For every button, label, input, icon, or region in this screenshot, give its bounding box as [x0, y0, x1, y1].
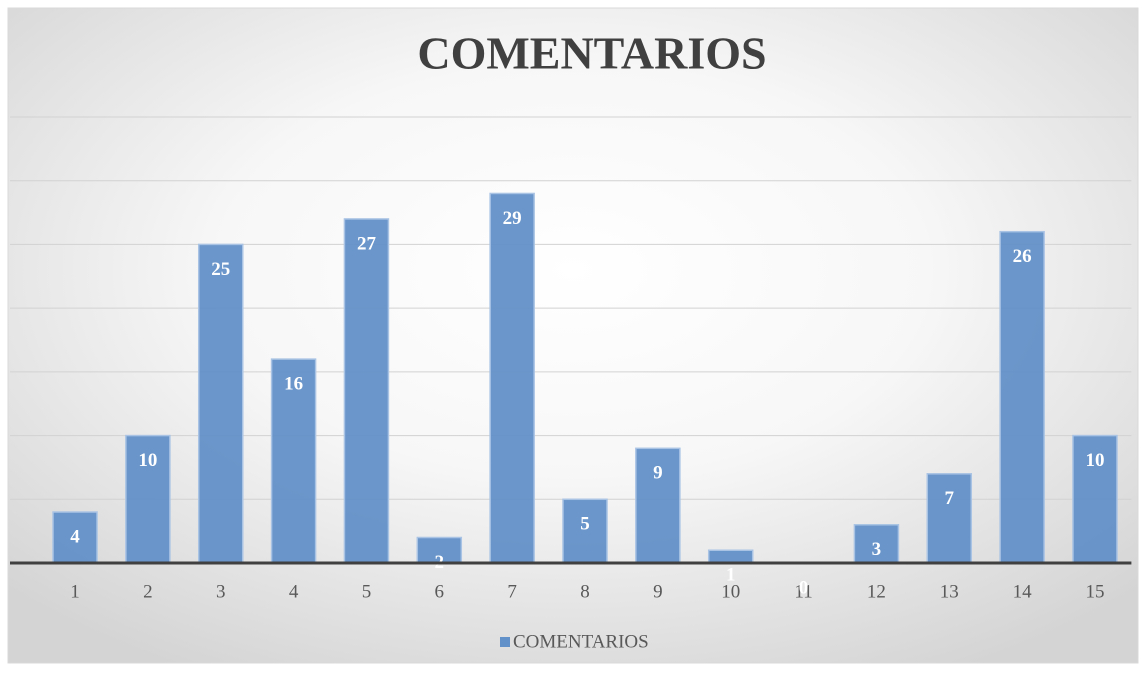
- bar: [270, 358, 317, 564]
- x-tick-label: 4: [289, 581, 299, 602]
- x-tick-label: 6: [435, 581, 445, 602]
- bar: [416, 536, 463, 564]
- data-label: 10: [138, 450, 157, 471]
- bar: [707, 549, 754, 564]
- bar: [343, 218, 390, 564]
- chart-title: COMENTARIOS: [417, 28, 766, 79]
- x-tick-label: 9: [653, 581, 663, 602]
- data-label: 9: [653, 463, 663, 484]
- data-label: 26: [1013, 246, 1032, 267]
- x-tick-label: 11: [794, 581, 812, 602]
- x-tick-label: 5: [362, 581, 372, 602]
- bar: [999, 230, 1045, 564]
- data-label: 1: [726, 565, 736, 586]
- x-tick-label: 8: [580, 581, 590, 602]
- x-tick-label: 12: [867, 581, 886, 602]
- bar: [489, 192, 535, 564]
- x-tick-label: 2: [143, 581, 153, 602]
- x-tick-label: 15: [1085, 581, 1104, 602]
- bar: [853, 524, 900, 564]
- legend-label: COMENTARIOS: [513, 631, 649, 652]
- data-label: 3: [872, 539, 882, 560]
- data-label: 4: [70, 526, 80, 547]
- data-label: 5: [580, 514, 590, 535]
- x-tick-label: 7: [507, 581, 517, 602]
- x-tick-label: 1: [70, 581, 80, 602]
- data-label: 27: [357, 233, 377, 254]
- bar: [125, 434, 171, 564]
- x-tick-label: 13: [940, 581, 959, 602]
- data-label: 0: [799, 577, 809, 598]
- bar: [562, 498, 608, 564]
- bar: [52, 511, 98, 564]
- data-label: 7: [945, 488, 955, 509]
- data-label: 10: [1085, 450, 1104, 471]
- x-tick-label: 14: [1013, 581, 1033, 602]
- data-label: 25: [211, 259, 230, 280]
- bar: [635, 447, 681, 564]
- chart-background: [7, 7, 1139, 664]
- x-tick-label: 10: [721, 581, 740, 602]
- legend-swatch: [500, 637, 510, 647]
- x-tick-label: 3: [216, 581, 226, 602]
- bar: [197, 243, 244, 564]
- data-label: 16: [284, 373, 303, 394]
- bar: [926, 473, 973, 564]
- data-label: 29: [503, 208, 522, 229]
